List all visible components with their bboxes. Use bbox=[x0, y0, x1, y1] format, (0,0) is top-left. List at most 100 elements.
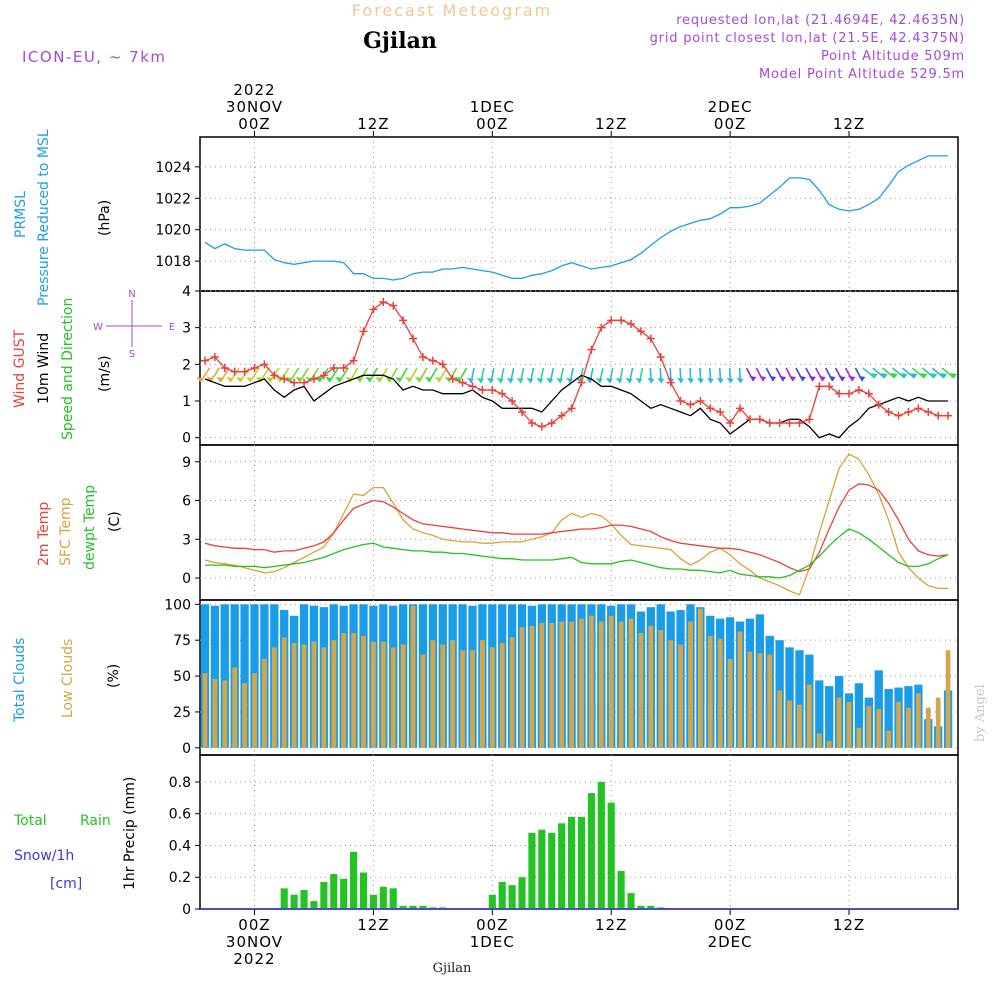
wind-arrow-head bbox=[434, 377, 442, 382]
wind-gust-marker bbox=[270, 371, 279, 380]
precip-cm-label: [cm] bbox=[50, 876, 82, 892]
bottom-time-label: 12Z bbox=[595, 916, 627, 934]
total-cloud-bar bbox=[825, 686, 834, 748]
low-cloud-bar bbox=[945, 650, 951, 748]
rain-bar bbox=[647, 905, 655, 909]
station-title: Gjilan bbox=[363, 28, 437, 54]
wind-arrow bbox=[921, 367, 935, 379]
wind-gust-marker bbox=[617, 316, 626, 325]
low-cloud-bar bbox=[341, 633, 347, 748]
wind-arrow-head bbox=[706, 378, 714, 383]
low-cloud-bar bbox=[390, 647, 396, 748]
temp-unit: (C) bbox=[107, 511, 123, 532]
wind-gust-marker bbox=[607, 316, 616, 325]
wind-ytick-label: 4 bbox=[182, 284, 191, 300]
wind-ytick-label: 2 bbox=[182, 357, 191, 373]
low-cloud-bar bbox=[797, 704, 802, 748]
rain-bar bbox=[290, 894, 298, 909]
wind-arrow-head bbox=[365, 377, 373, 382]
rain-bar bbox=[607, 802, 615, 909]
rain-bar bbox=[597, 781, 605, 909]
wind-gust-marker bbox=[805, 415, 814, 424]
temp-2m-label: 2m Temp bbox=[36, 502, 52, 566]
low-cloud-bar bbox=[658, 630, 664, 748]
wind-gust-marker bbox=[448, 375, 457, 383]
wind-gust-marker bbox=[656, 353, 665, 361]
top-time-label: 1DEC bbox=[470, 98, 515, 116]
rain-bar bbox=[409, 905, 417, 909]
temp-ytick-label: 3 bbox=[182, 532, 191, 548]
low-cloud-bar bbox=[301, 644, 307, 748]
wind-arrow-head bbox=[940, 373, 948, 378]
precip-ytick-label: 0.4 bbox=[169, 838, 191, 854]
super-title: Forecast Meteogram bbox=[352, 1, 552, 20]
low-cloud-bar bbox=[380, 641, 386, 748]
wind-arrow-head bbox=[870, 373, 878, 378]
low-cloud-bar bbox=[271, 647, 277, 748]
low-cloud-bar bbox=[856, 727, 862, 748]
wind-gust-marker bbox=[200, 356, 209, 365]
rain-bar bbox=[310, 901, 318, 909]
wind-arrow-head bbox=[255, 377, 263, 382]
low-cloud-bar bbox=[420, 654, 426, 748]
top-time-label: 00Z bbox=[238, 115, 270, 133]
wind-arrow-head bbox=[486, 378, 494, 383]
rain-bar bbox=[330, 874, 338, 909]
wind-arrow-head bbox=[496, 378, 504, 383]
bottom-time-label: 12Z bbox=[357, 916, 389, 934]
wind-gust-marker bbox=[567, 404, 576, 413]
wind-arrow-head bbox=[789, 376, 797, 381]
temp-ytick-label: 0 bbox=[182, 571, 191, 587]
low-cloud-bar bbox=[460, 650, 465, 748]
low-cloud-bar bbox=[618, 621, 624, 748]
wind-gust-marker bbox=[508, 397, 517, 405]
wind-arrow-head bbox=[405, 377, 413, 382]
rain-bar bbox=[300, 889, 308, 909]
wind-arrow-head bbox=[647, 378, 655, 383]
wind-gust-marker bbox=[627, 320, 636, 328]
low-cloud-bar bbox=[232, 667, 238, 748]
pressure-ytick-label: 1022 bbox=[155, 191, 191, 207]
rain-bar bbox=[389, 888, 397, 909]
bottom-time-label: 00Z bbox=[714, 916, 746, 934]
wind-ytick-label: 3 bbox=[182, 321, 191, 337]
clouds-ytick-label: 0 bbox=[182, 741, 191, 757]
low-cloud-bar bbox=[361, 635, 366, 748]
pressure-msl-label: Pressure Reduced to MSL bbox=[36, 129, 52, 306]
wind-arrow-head bbox=[556, 378, 564, 383]
precip-labels: Total Rain Snow/1h [cm] 1hr Precip (mm) bbox=[13, 777, 138, 892]
wind-gust-marker bbox=[210, 353, 219, 361]
low-cloud-bar bbox=[866, 706, 872, 748]
rain-bar bbox=[429, 907, 437, 909]
rain-bar bbox=[617, 870, 625, 909]
rain-bar bbox=[350, 851, 358, 909]
rain-bar bbox=[439, 907, 447, 909]
compass-w: W bbox=[93, 322, 103, 333]
wind-gust-marker bbox=[914, 404, 923, 413]
wind-gust-marker bbox=[736, 404, 745, 413]
wind-gust-marker bbox=[428, 356, 437, 365]
rain-bar bbox=[320, 882, 328, 909]
rain-bar bbox=[340, 878, 348, 909]
low-cloud-bar bbox=[212, 678, 218, 748]
low-cloud-bar bbox=[549, 622, 555, 748]
compass-rose: N W E S bbox=[93, 289, 175, 360]
wind-gust-marker bbox=[696, 397, 705, 405]
point-altitude: Point Altitude 509m bbox=[821, 49, 965, 64]
wind-gust-marker bbox=[706, 404, 715, 413]
low-cloud-bar bbox=[371, 641, 376, 748]
wind-arrow-head bbox=[625, 378, 633, 383]
wind-arrow-head bbox=[749, 376, 757, 381]
wind-arrow-head bbox=[848, 376, 856, 381]
wind-arrow-head bbox=[536, 378, 544, 383]
precip-ytick-label: 0.8 bbox=[169, 775, 191, 791]
rain-bar bbox=[488, 894, 496, 909]
low-cloud-bar bbox=[915, 693, 921, 748]
wind-speed-dir-label: Speed and Direction bbox=[60, 298, 76, 440]
temp-ytick-label: 9 bbox=[182, 455, 191, 471]
total-cloud-bar bbox=[795, 650, 804, 748]
low-cloud-bar bbox=[906, 707, 911, 748]
wind-arrow-head bbox=[466, 378, 474, 383]
wind-arrow-head bbox=[798, 376, 806, 381]
